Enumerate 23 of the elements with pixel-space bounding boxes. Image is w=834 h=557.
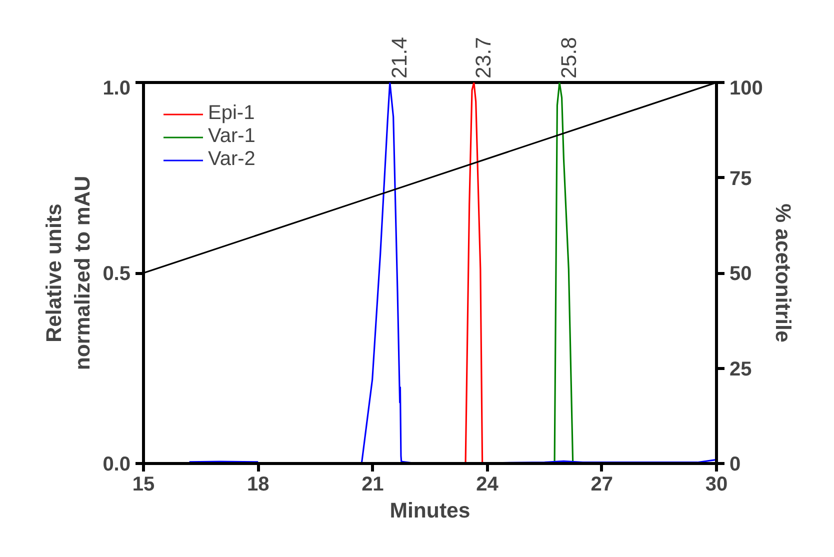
x-tick-label: 18 [246,474,270,496]
x-tick-label: 27 [590,474,614,496]
legend-label: Var-1 [208,125,256,148]
x-tick-label: 15 [132,474,155,496]
y-axis-title: Relative units normalized to mAU [42,176,95,370]
annotation: 21.4 [387,36,412,78]
y-tick-label: 0.5 [102,263,131,285]
y2-axis-title: % acetonitrile [770,204,795,342]
x-tick-label: 21 [362,474,384,496]
y-tick-label: 1.0 [102,78,131,100]
annotation: 25.8 [557,36,581,78]
y2-tick-label: 100 [730,78,763,100]
y-tick-label: 0.0 [102,454,131,476]
y2-tick-label: 75 [730,168,752,190]
legend-label: Var-2 [208,148,256,171]
x-tick-label: 24 [476,474,500,496]
legend-label: Epi-1 [208,102,255,125]
y2-tick-label: 50 [730,263,752,285]
y2-tick-label: 25 [730,358,752,380]
x-tick-label: 30 [705,474,728,496]
annotation: 23.7 [471,36,496,78]
x-axis-title: Minutes [390,498,470,522]
y2-tick-label: 0 [730,454,741,476]
